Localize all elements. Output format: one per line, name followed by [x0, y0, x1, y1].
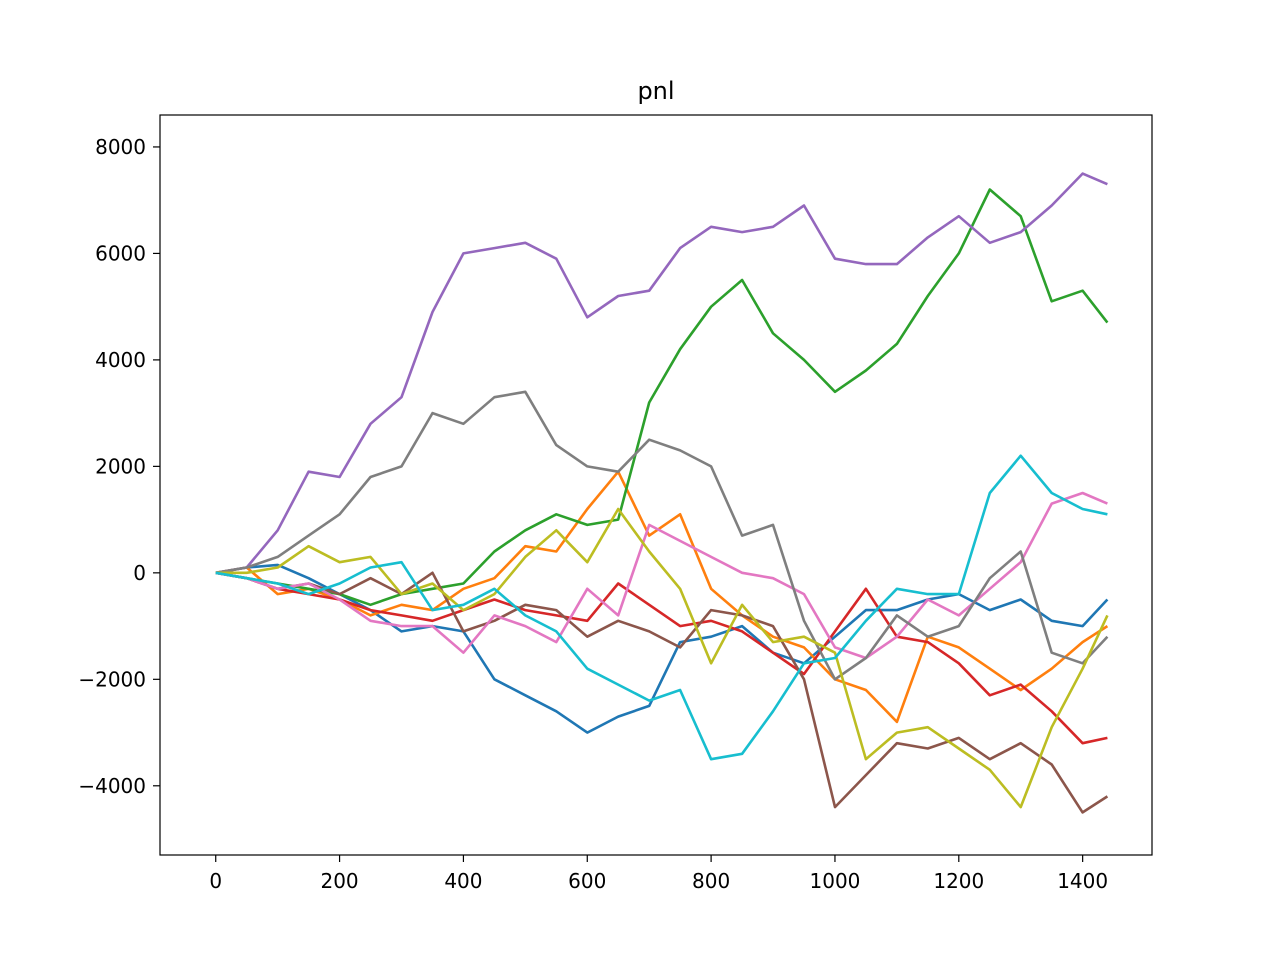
series-line-3 — [215, 188, 1109, 607]
y-tick-label: 4000 — [95, 348, 146, 372]
y-tick-label: −2000 — [78, 667, 146, 691]
x-tick-label: 1400 — [1057, 869, 1108, 893]
x-tick-label: 200 — [320, 869, 358, 893]
series-line-9 — [215, 507, 1109, 809]
series-line-4 — [215, 571, 1108, 745]
series-line-6 — [215, 571, 1109, 814]
series-layer — [215, 172, 1109, 814]
y-tick-label: 2000 — [95, 454, 146, 478]
plot-frame — [159, 114, 1153, 856]
y-tick-label: 8000 — [95, 135, 146, 159]
x-tick-label: 1000 — [810, 869, 861, 893]
x-tick-label: 0 — [209, 869, 222, 893]
x-tick-label: 800 — [692, 869, 730, 893]
x-axis: 0 200 400 600 800 1000 1200 1400 — [209, 855, 1108, 893]
y-tick-label: 0 — [133, 561, 146, 585]
chart-title: pnl — [637, 77, 674, 105]
x-tick-label: 400 — [444, 869, 482, 893]
series-line-10 — [215, 454, 1108, 761]
series-line-2 — [215, 470, 1109, 724]
y-tick-label: 6000 — [95, 241, 146, 265]
x-tick-label: 1200 — [933, 869, 984, 893]
series-line-7 — [215, 491, 1108, 660]
y-axis: −4000 −2000 0 2000 4000 6000 8000 — [78, 135, 160, 798]
series-line-8 — [215, 390, 1109, 681]
x-tick-label: 600 — [568, 869, 606, 893]
series-line-5 — [215, 172, 1108, 575]
y-tick-label: −4000 — [78, 774, 146, 798]
